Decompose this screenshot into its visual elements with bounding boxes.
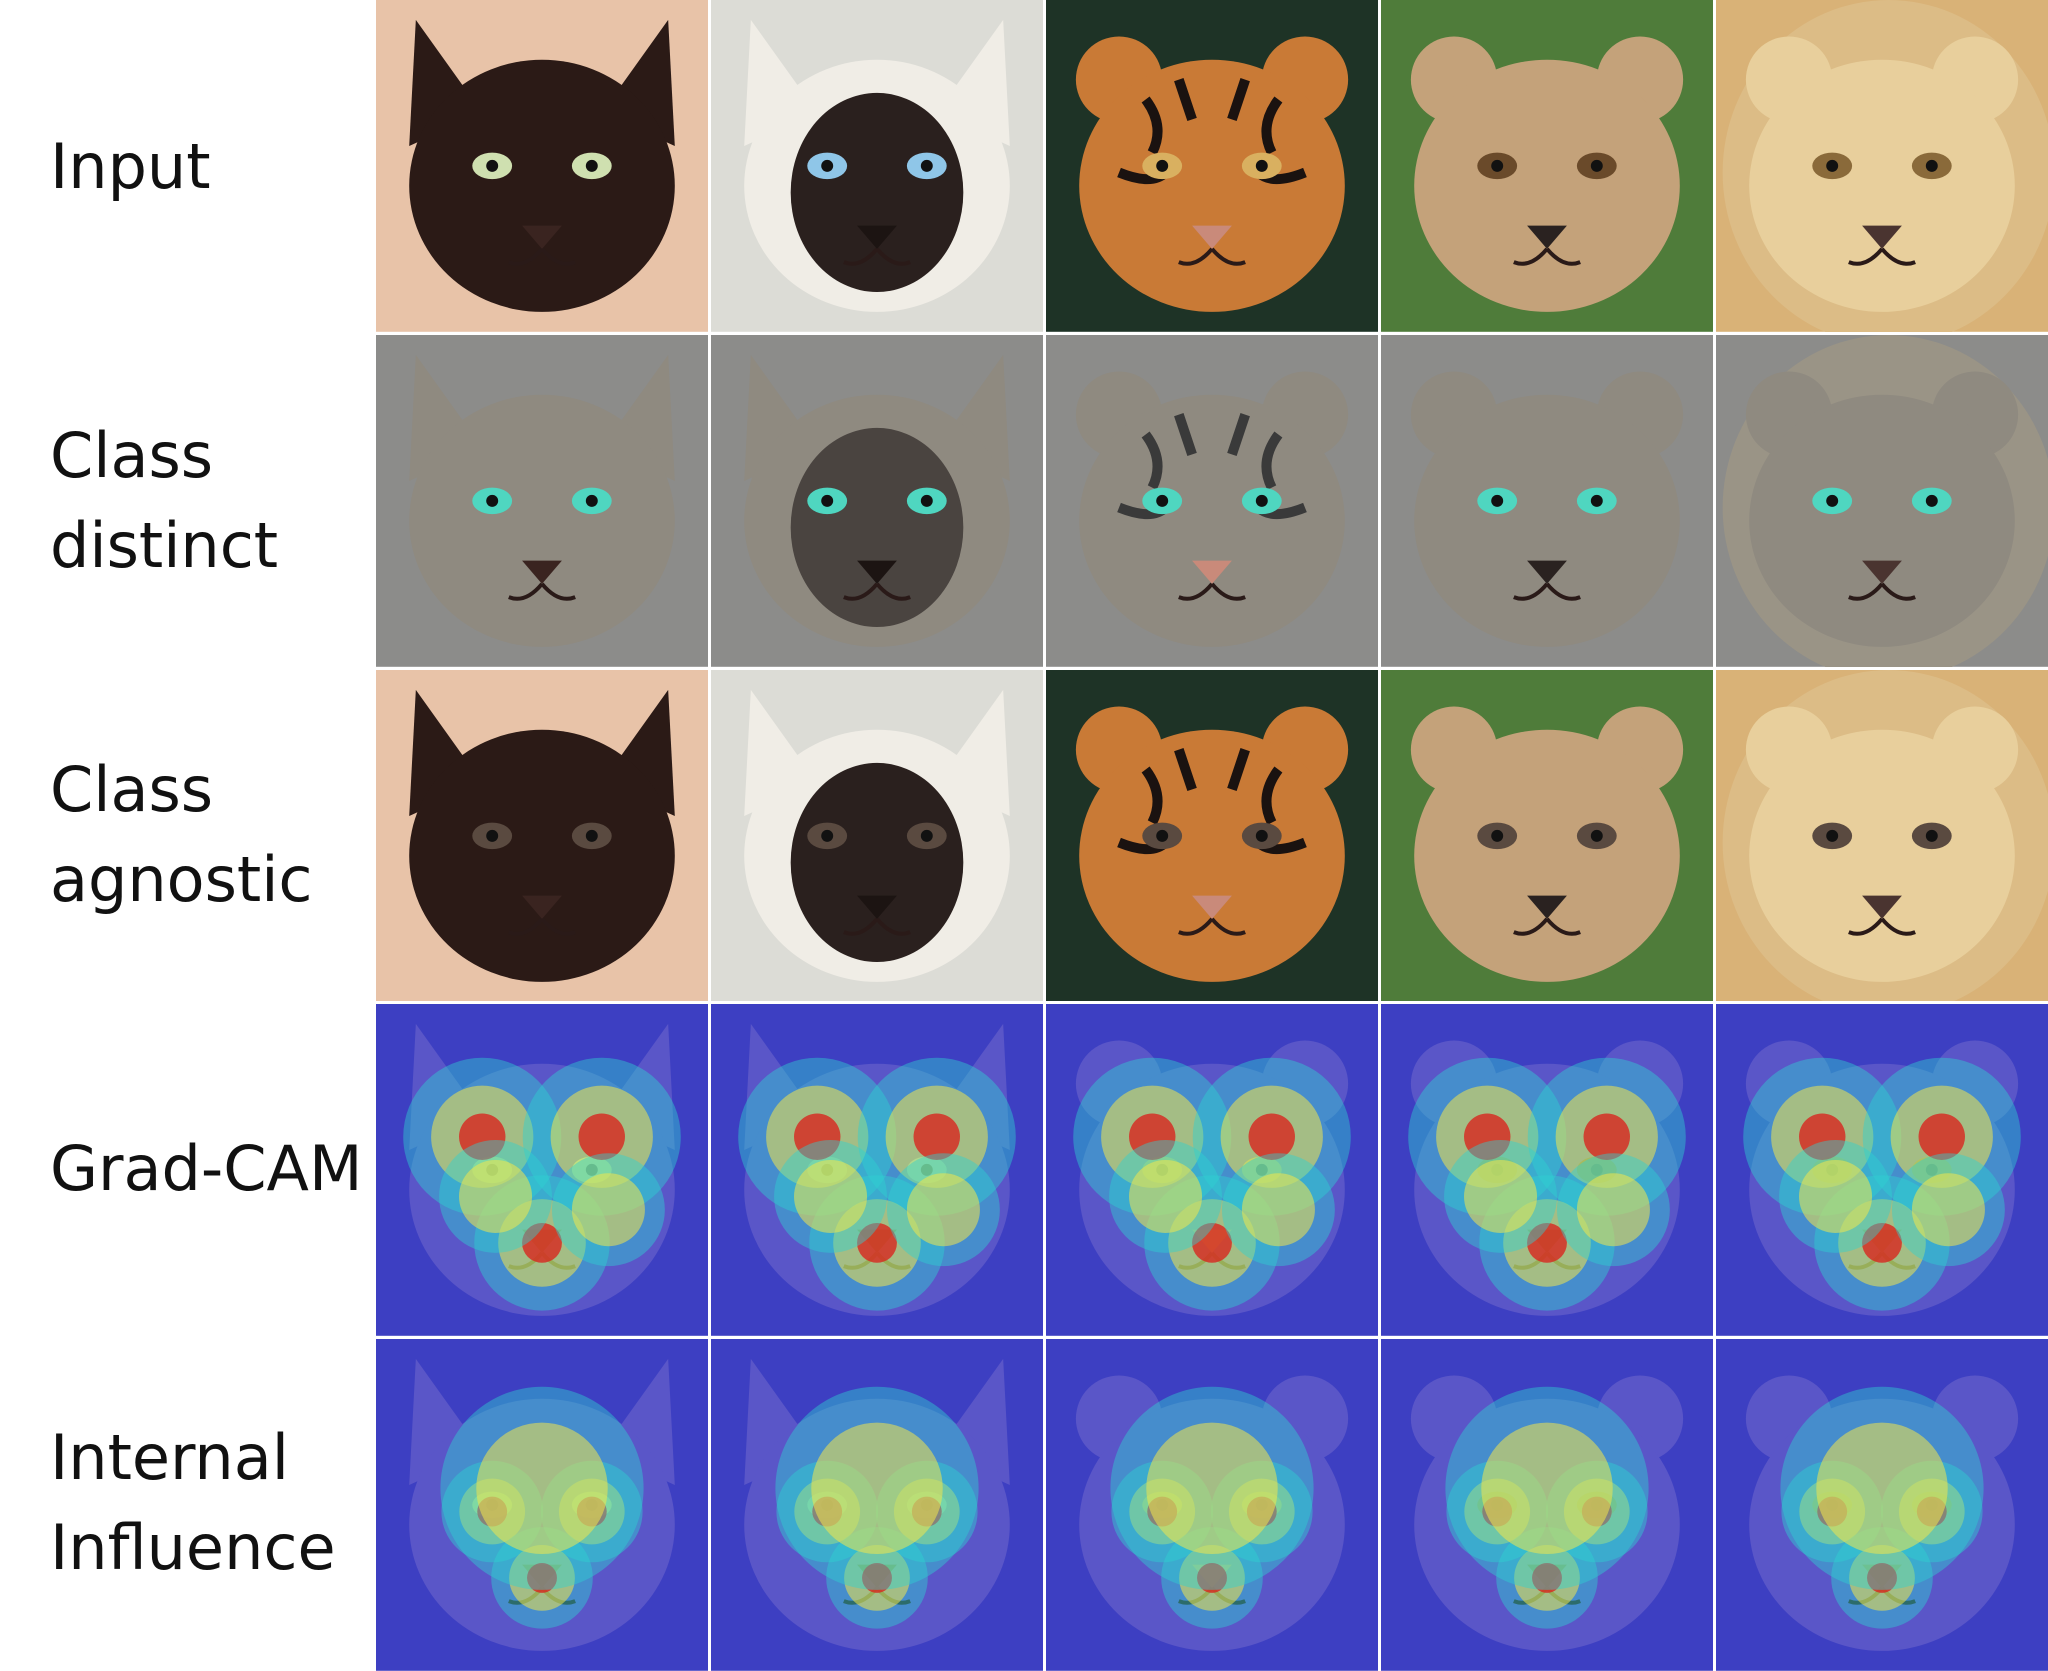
- distinct-tiger-picture: [1046, 334, 1378, 667]
- gradcam-tiger-picture: [1046, 1004, 1378, 1337]
- agnostic-black-cat-picture: [376, 669, 708, 1002]
- influence-siamese-image: [711, 1339, 1043, 1671]
- row-label-internal-influence: Internal Influence: [50, 1421, 336, 1584]
- input-siamese-picture: [711, 0, 1043, 332]
- gradcam-lion-picture: [1716, 1004, 2048, 1337]
- distinct-black-cat-picture: [376, 334, 708, 667]
- distinct-black-cat-image: [376, 334, 708, 667]
- input-cheetah-picture: [1381, 0, 1713, 332]
- gradcam-cheetah-picture: [1381, 1004, 1713, 1337]
- row-label-input: Input: [50, 130, 211, 203]
- input-black-cat-image: [376, 0, 708, 332]
- gradcam-black-cat-picture: [376, 1004, 708, 1337]
- influence-cheetah-picture: [1381, 1339, 1713, 1671]
- input-siamese-image: [711, 0, 1043, 332]
- gradcam-lion-image: [1716, 1004, 2048, 1337]
- row-label-class-distinct: Class distinct: [50, 419, 279, 582]
- agnostic-tiger-picture: [1046, 669, 1378, 1002]
- row-label-grad-cam: Grad-CAM: [50, 1132, 363, 1205]
- agnostic-tiger-image: [1046, 669, 1378, 1002]
- distinct-siamese-image: [711, 334, 1043, 667]
- influence-tiger-picture: [1046, 1339, 1378, 1671]
- image-grid: [376, 0, 2048, 1671]
- input-black-cat-picture: [376, 0, 708, 332]
- agnostic-siamese-picture: [711, 669, 1043, 1002]
- input-lion-picture: [1716, 0, 2048, 332]
- gradcam-black-cat-image: [376, 1004, 708, 1337]
- gradcam-siamese-image: [711, 1004, 1043, 1337]
- input-tiger-image: [1046, 0, 1378, 332]
- influence-black-cat-picture: [376, 1339, 708, 1671]
- input-tiger-picture: [1046, 0, 1378, 332]
- row-label-class-agnostic: Class agnostic: [50, 753, 313, 916]
- agnostic-lion-picture: [1716, 669, 2048, 1002]
- distinct-cheetah-picture: [1381, 334, 1713, 667]
- distinct-siamese-picture: [711, 334, 1043, 667]
- distinct-lion-image: [1716, 334, 2048, 667]
- gradcam-tiger-image: [1046, 1004, 1378, 1337]
- gradcam-siamese-picture: [711, 1004, 1043, 1337]
- agnostic-cheetah-image: [1381, 669, 1713, 1002]
- row-labels: Input Class distinct Class agnostic Grad…: [0, 0, 375, 1671]
- distinct-tiger-image: [1046, 334, 1378, 667]
- agnostic-siamese-image: [711, 669, 1043, 1002]
- influence-tiger-image: [1046, 1339, 1378, 1671]
- gradcam-cheetah-image: [1381, 1004, 1713, 1337]
- influence-black-cat-image: [376, 1339, 708, 1671]
- agnostic-black-cat-image: [376, 669, 708, 1002]
- influence-siamese-picture: [711, 1339, 1043, 1671]
- agnostic-lion-image: [1716, 669, 2048, 1002]
- input-cheetah-image: [1381, 0, 1713, 332]
- influence-lion-picture: [1716, 1339, 2048, 1671]
- agnostic-cheetah-picture: [1381, 669, 1713, 1002]
- input-lion-image: [1716, 0, 2048, 332]
- distinct-cheetah-image: [1381, 334, 1713, 667]
- distinct-lion-picture: [1716, 334, 2048, 667]
- influence-lion-image: [1716, 1339, 2048, 1671]
- influence-cheetah-image: [1381, 1339, 1713, 1671]
